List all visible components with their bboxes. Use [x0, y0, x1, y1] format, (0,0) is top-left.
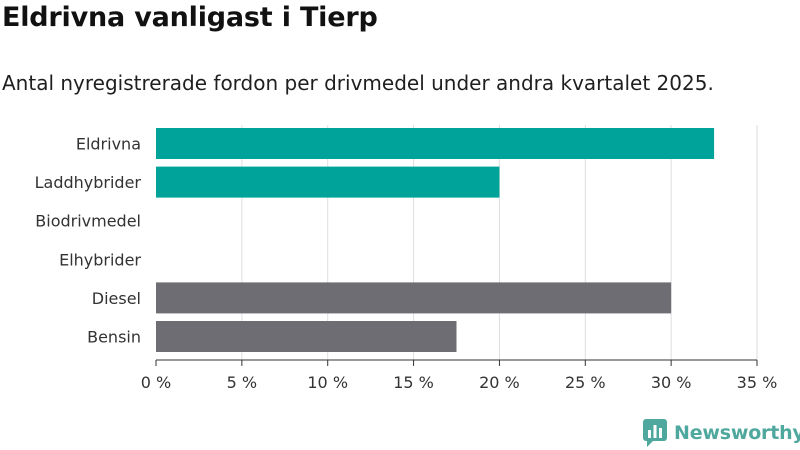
x-tick-label: 10 %: [307, 373, 348, 392]
x-tick-label: 5 %: [227, 373, 257, 392]
newsworthy-logo-icon: [643, 419, 667, 447]
x-tick-label: 0 %: [141, 373, 171, 392]
category-label: Eldrivna: [76, 135, 141, 154]
x-tick-label: 35 %: [737, 373, 778, 392]
category-label: Elhybrider: [59, 250, 141, 269]
bars: [156, 128, 715, 352]
category-label: Bensin: [87, 328, 141, 347]
x-axis: 0 % 5 % 10 % 15 % 20 % 25 % 30 % 35 %: [141, 359, 778, 392]
category-label: Laddhybrider: [35, 173, 142, 192]
x-tick-label: 25 %: [565, 373, 606, 392]
newsworthy-logo: Newsworthy: [643, 418, 800, 448]
bar: [156, 321, 457, 352]
chart-title: Eldrivna vanligast i Tierp: [2, 2, 378, 33]
brand-name: Newsworthy: [674, 422, 800, 444]
category-label: Diesel: [92, 289, 141, 308]
category-label: Biodrivmedel: [35, 212, 141, 231]
x-tick-label: 20 %: [479, 373, 520, 392]
bar: [156, 282, 672, 314]
bar: [156, 166, 500, 198]
x-tick-label: 15 %: [393, 373, 434, 392]
bar: [156, 128, 715, 159]
gridlines: [241, 125, 758, 360]
x-tick-label: 30 %: [651, 373, 692, 392]
chart-subtitle: Antal nyregistrerade fordon per drivmede…: [2, 71, 714, 95]
category-labels: Eldrivna Laddhybrider Biodrivmedel Elhybrid…: [35, 135, 142, 347]
